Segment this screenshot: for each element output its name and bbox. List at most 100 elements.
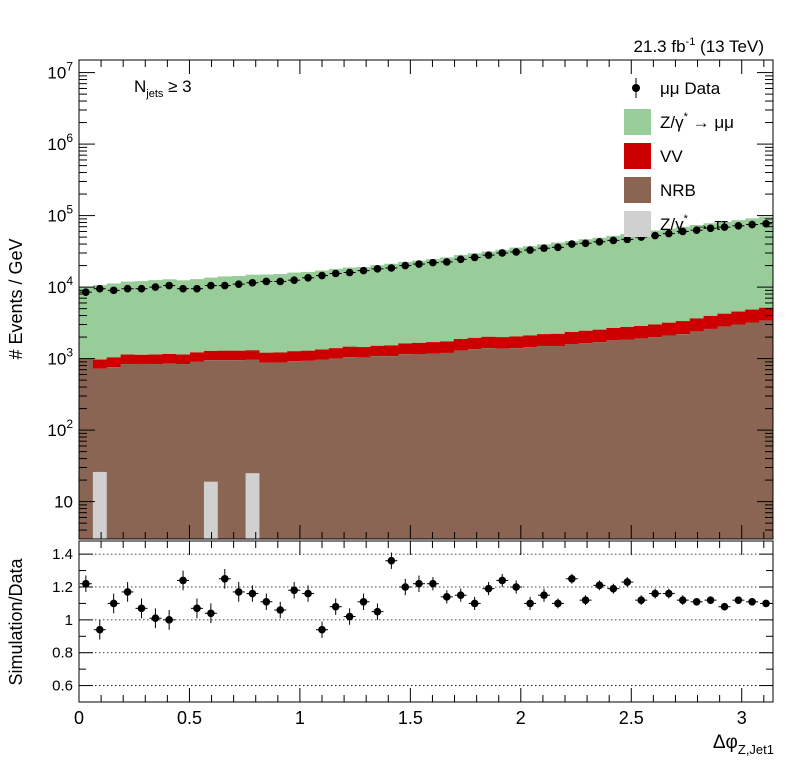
data-point [109, 286, 118, 295]
nrb-bar [620, 339, 635, 539]
nrb-bar [731, 324, 746, 539]
dy-mumu-bar [759, 216, 774, 308]
dy-mumu-bar [162, 279, 177, 354]
dy-mumu-bar [467, 253, 482, 338]
vv-bar [190, 352, 205, 362]
vv-bar [759, 307, 774, 321]
nrb-bar [481, 348, 496, 539]
vv-bar [731, 311, 746, 325]
ratio-point [165, 616, 173, 624]
data-point [165, 281, 173, 290]
dy-mumu-bar [92, 285, 108, 360]
dy-mumu-bar [203, 277, 219, 351]
ratio-point [248, 589, 257, 598]
ratio-point [651, 589, 659, 598]
dy-mumu-bar [439, 257, 455, 342]
nrb-bar [370, 356, 385, 539]
ratio-y-ticks: 0.6 0.8 1 1.2 1.4 [52, 546, 773, 703]
vv-bar [689, 318, 704, 332]
data-point [345, 268, 354, 277]
dy-mumu-bar [342, 267, 357, 347]
ratio-point [359, 597, 368, 606]
vv-bar [120, 354, 135, 365]
nrb-bar [231, 360, 246, 539]
vv-bar [550, 333, 566, 347]
data-point [151, 283, 160, 291]
vv-bar [509, 336, 524, 349]
legend-label: Z/γ* → ττ [660, 213, 728, 234]
data-point [415, 260, 423, 268]
vv-bar [92, 359, 108, 369]
vv-bar [245, 350, 260, 360]
ratio-point [692, 597, 701, 606]
data-point [290, 276, 298, 284]
vv-bar [217, 350, 233, 361]
data-point [568, 240, 576, 248]
nrb-bar [439, 352, 455, 539]
ratio-point [484, 584, 493, 593]
data-point [595, 238, 604, 246]
nrb-bar [398, 354, 413, 539]
vv-bar [703, 315, 718, 329]
vv-bar [328, 348, 344, 359]
vv-bar [675, 321, 691, 335]
ratio-x-ticks: 0 0.5 1 1.5 2 2.5 3 [74, 541, 765, 728]
data-point [207, 281, 215, 290]
dy-mumu-bar [314, 270, 330, 350]
vv-bar [412, 342, 427, 354]
dy-mumu-bar [120, 281, 135, 355]
vv-bar [106, 357, 122, 368]
dy-mumu-bar [190, 279, 205, 353]
vv-bar [370, 345, 385, 357]
y-tick-label: 10 [54, 493, 73, 512]
data-point [331, 269, 340, 278]
ratio-y-tick-label: 1.2 [52, 579, 73, 596]
ratio-point [387, 556, 396, 565]
ratio-point [123, 588, 132, 596]
nrb-bar [689, 331, 704, 539]
data-point [540, 244, 548, 252]
nrb-bar [467, 349, 482, 539]
vv-bar [134, 354, 149, 365]
dy-mumu-bar [550, 242, 566, 334]
nrb-bar [162, 363, 177, 539]
ratio-point [193, 604, 201, 613]
data-point [123, 284, 132, 293]
dy-mumu-bar [495, 249, 510, 338]
dy-mumu-bar [523, 246, 538, 336]
ratio-point [109, 599, 118, 608]
data-point [137, 284, 146, 293]
ratio-point [581, 596, 590, 604]
ratio-point [665, 589, 673, 598]
ratio-point [290, 586, 298, 595]
dy-mumu-bar [134, 281, 149, 355]
nrb-bar [120, 364, 135, 539]
data-point [609, 236, 618, 245]
vv-bar [661, 322, 677, 336]
data-point [748, 220, 756, 229]
dy-mumu-bar [689, 225, 704, 319]
legend-swatch [624, 177, 651, 203]
vv-bar [342, 346, 357, 358]
nrb-bar [384, 356, 399, 539]
vv-bar [439, 341, 455, 353]
nrb-bar [703, 328, 718, 539]
ratio-point [748, 597, 756, 606]
data-point [665, 229, 673, 238]
data-point [484, 251, 493, 259]
y-tick-label: 105 [47, 203, 73, 226]
nrb-bar [550, 346, 566, 539]
main-frame [78, 59, 774, 540]
ratio-point [568, 574, 576, 583]
nrb-bar [564, 344, 580, 539]
data-point [498, 249, 507, 257]
data-point [304, 273, 312, 282]
vv-bar [314, 349, 330, 360]
nrb-bar [287, 361, 302, 539]
dy-mumu-bar [273, 274, 288, 353]
ratio-y-tick-label: 1.4 [52, 546, 73, 563]
ratio-point [623, 578, 632, 586]
legend-label: Z/γ* → μμ [660, 111, 734, 132]
ratio-point [609, 584, 618, 593]
data-point [581, 239, 590, 248]
